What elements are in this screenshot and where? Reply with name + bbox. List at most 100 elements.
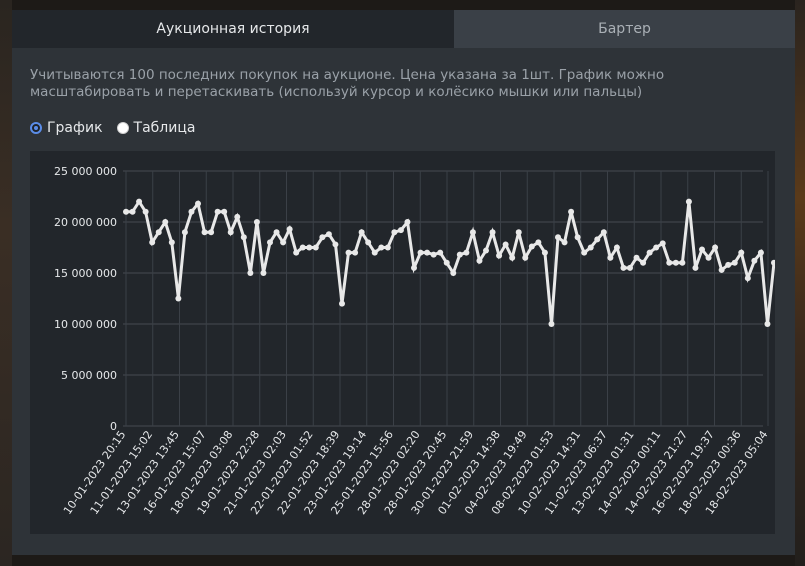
data-point [221, 208, 228, 215]
auction-panel: Аукционная история Бартер Учитываются 10… [12, 10, 795, 555]
data-point [771, 259, 777, 266]
price-chart-svg[interactable]: 0 5 000 000 10 000 000 15 000 000 20 000 000… [30, 151, 777, 534]
data-point [325, 231, 332, 238]
data-point [620, 264, 627, 271]
data-point [260, 270, 267, 276]
data-point [633, 254, 640, 261]
data-point [672, 259, 679, 266]
data-point [384, 244, 391, 251]
data-point [319, 234, 326, 241]
data-point [731, 259, 738, 266]
tab-barter[interactable]: Бартер [454, 10, 795, 48]
data-point [594, 236, 601, 243]
data-point [483, 247, 489, 254]
data-point [352, 249, 359, 256]
data-point [437, 249, 444, 256]
data-point [240, 234, 247, 241]
data-point [214, 208, 221, 215]
data-point [509, 254, 516, 261]
data-point [685, 198, 692, 205]
data-point [522, 254, 529, 261]
y-tick-label: 20 000 000 [54, 216, 117, 229]
data-point [247, 270, 254, 276]
data-point [129, 208, 136, 215]
y-tick-label: 25 000 000 [54, 165, 117, 178]
data-point [476, 257, 483, 264]
radio-chart-label: График [47, 120, 103, 136]
data-point [725, 261, 732, 268]
radio-table-label: Таблица [133, 120, 196, 136]
data-point [188, 208, 195, 215]
data-point [181, 229, 188, 236]
description-text: Учитываются 100 последних покупок на аук… [30, 67, 665, 100]
data-point [646, 249, 653, 256]
y-tick-label: 15 000 000 [54, 267, 117, 280]
data-point [515, 229, 522, 236]
data-point [424, 249, 431, 256]
data-point [548, 321, 555, 327]
data-point [568, 208, 575, 215]
data-point [332, 241, 339, 248]
y-tick-label: 10 000 000 [54, 318, 117, 331]
data-point [496, 252, 503, 259]
data-point [666, 259, 673, 266]
data-point [397, 227, 404, 234]
data-point [227, 229, 234, 236]
data-point [764, 321, 771, 327]
data-point [175, 295, 182, 302]
data-point [358, 229, 365, 236]
data-point [489, 229, 496, 236]
data-point [123, 208, 129, 215]
data-point [155, 229, 162, 236]
data-point [640, 259, 647, 266]
data-point [450, 270, 457, 276]
data-point [718, 266, 725, 273]
data-point [208, 229, 215, 236]
data-point [738, 249, 745, 256]
radio-chart-indicator[interactable] [30, 122, 42, 134]
data-point [587, 244, 594, 251]
data-point [528, 243, 535, 250]
price-chart[interactable]: 0 5 000 000 10 000 000 15 000 000 20 000 000… [30, 151, 777, 534]
data-point [463, 249, 470, 256]
data-point [757, 249, 764, 256]
data-point [502, 241, 509, 248]
data-point [195, 200, 201, 207]
data-point [306, 244, 313, 251]
radio-table[interactable]: Таблица [116, 120, 196, 136]
data-point [417, 249, 424, 256]
data-point [679, 259, 686, 266]
data-point [280, 239, 287, 246]
radio-table-indicator[interactable] [116, 122, 129, 134]
data-point [234, 213, 241, 220]
data-point [136, 198, 143, 205]
data-point [751, 257, 758, 264]
background-left [0, 0, 12, 566]
data-point [574, 234, 581, 241]
data-point [378, 244, 385, 251]
data-point [142, 208, 149, 215]
data-point [149, 239, 156, 246]
data-point [411, 264, 417, 271]
tab-auction-history[interactable]: Аукционная история [12, 10, 454, 48]
series-line [126, 198, 776, 325]
data-point [692, 264, 699, 271]
y-tick-label: 5 000 000 [61, 369, 117, 382]
radio-chart[interactable]: График [30, 120, 103, 136]
data-point [430, 251, 437, 258]
data-point [201, 229, 208, 236]
data-point [653, 244, 660, 251]
data-point [456, 251, 463, 258]
data-point [712, 244, 719, 251]
data-point [469, 229, 476, 236]
data-point [299, 244, 306, 251]
data-point [561, 239, 568, 246]
y-tick-label: 0 [110, 420, 117, 433]
data-point [345, 249, 352, 256]
data-point [404, 219, 411, 225]
data-point [273, 229, 280, 236]
data-point [699, 246, 705, 253]
data-point [581, 249, 588, 256]
data-point [659, 240, 666, 247]
data-point [312, 244, 319, 251]
